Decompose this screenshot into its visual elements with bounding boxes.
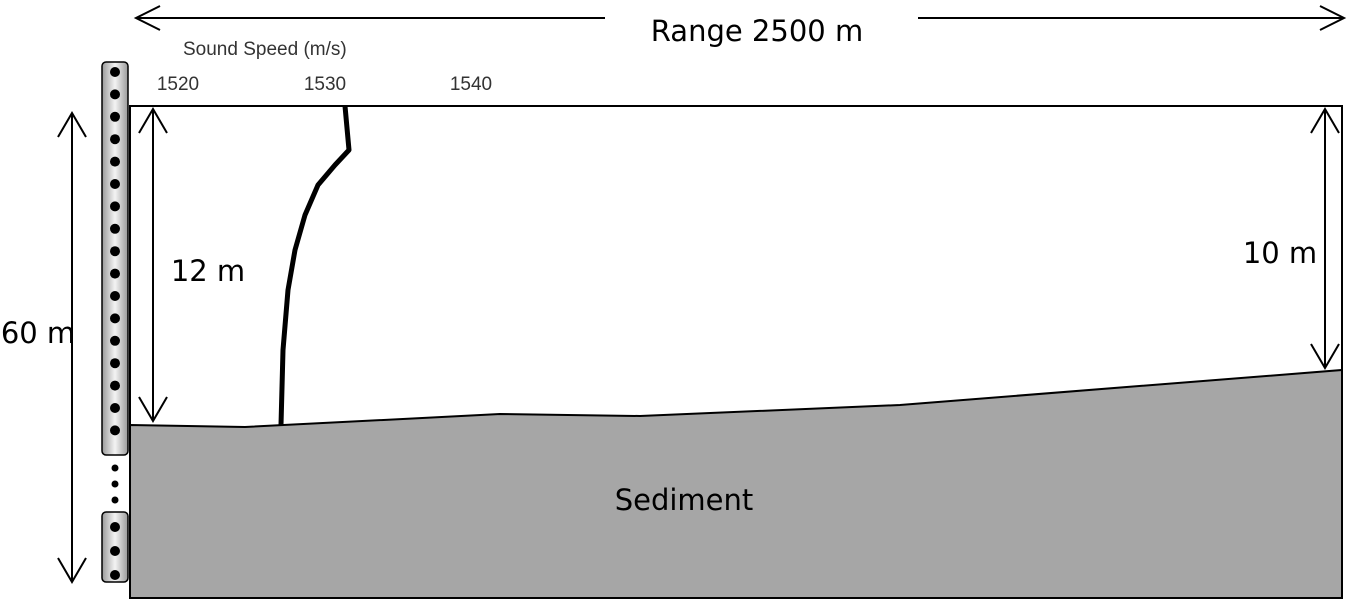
hydrophone <box>110 313 120 324</box>
hydrophone <box>110 291 120 301</box>
hydrophone-array <box>101 61 129 583</box>
array-length-arrow <box>57 111 87 584</box>
hydrophone <box>110 201 120 212</box>
range-label: Range 2500 m <box>651 14 863 48</box>
hydrophone <box>110 156 120 167</box>
depth-left-arrow <box>138 107 168 423</box>
tick-label: 1530 <box>304 74 346 95</box>
depth-right-arrow <box>1310 107 1340 370</box>
range-arrow <box>133 5 1347 31</box>
hydrophone <box>110 134 120 145</box>
hydrophone <box>110 111 120 122</box>
hydrophone <box>110 358 120 369</box>
hydrophone <box>110 67 120 77</box>
hydrophone <box>110 89 120 100</box>
sound-speed-profile <box>278 105 352 426</box>
hydrophone <box>110 335 120 346</box>
depth-right-label: 10 m <box>1243 236 1317 270</box>
depth-left-label: 12 m <box>171 254 245 288</box>
hydrophone <box>110 179 120 189</box>
hydrophone <box>110 380 120 391</box>
tick-label: 1540 <box>450 74 492 95</box>
axis-title: Sound Speed (m/s) <box>183 39 347 60</box>
tick-label: 1520 <box>157 74 199 95</box>
sediment-label: Sediment <box>615 483 754 517</box>
hydrophone <box>110 223 120 234</box>
hydrophone <box>110 246 120 257</box>
array-length-label: 60 m <box>1 316 75 350</box>
hydrophone <box>110 268 120 279</box>
sediment <box>129 368 1343 599</box>
hydrophone <box>110 425 120 436</box>
hydrophone <box>110 403 120 413</box>
